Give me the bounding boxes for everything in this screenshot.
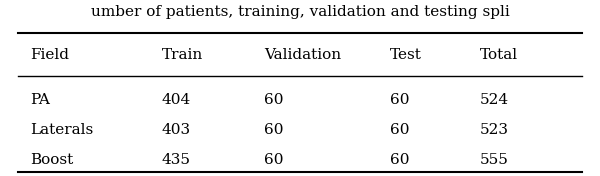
- Text: 555: 555: [480, 153, 509, 167]
- Text: Total: Total: [480, 48, 518, 62]
- Text: Field: Field: [30, 48, 69, 62]
- Text: 60: 60: [390, 93, 409, 107]
- Text: 524: 524: [480, 93, 509, 107]
- Text: 60: 60: [264, 153, 284, 167]
- Text: 60: 60: [264, 93, 284, 107]
- Text: Test: Test: [390, 48, 422, 62]
- Text: PA: PA: [30, 93, 50, 107]
- Text: Boost: Boost: [30, 153, 73, 167]
- Text: 435: 435: [162, 153, 191, 167]
- Text: 60: 60: [390, 123, 409, 137]
- Text: 403: 403: [162, 123, 191, 137]
- Text: Laterals: Laterals: [30, 123, 93, 137]
- Text: umber of patients, training, validation and testing spli: umber of patients, training, validation …: [91, 5, 509, 19]
- Text: Validation: Validation: [264, 48, 341, 62]
- Text: Train: Train: [162, 48, 203, 62]
- Text: 404: 404: [162, 93, 191, 107]
- Text: 60: 60: [264, 123, 284, 137]
- Text: 60: 60: [390, 153, 409, 167]
- Text: 523: 523: [480, 123, 509, 137]
